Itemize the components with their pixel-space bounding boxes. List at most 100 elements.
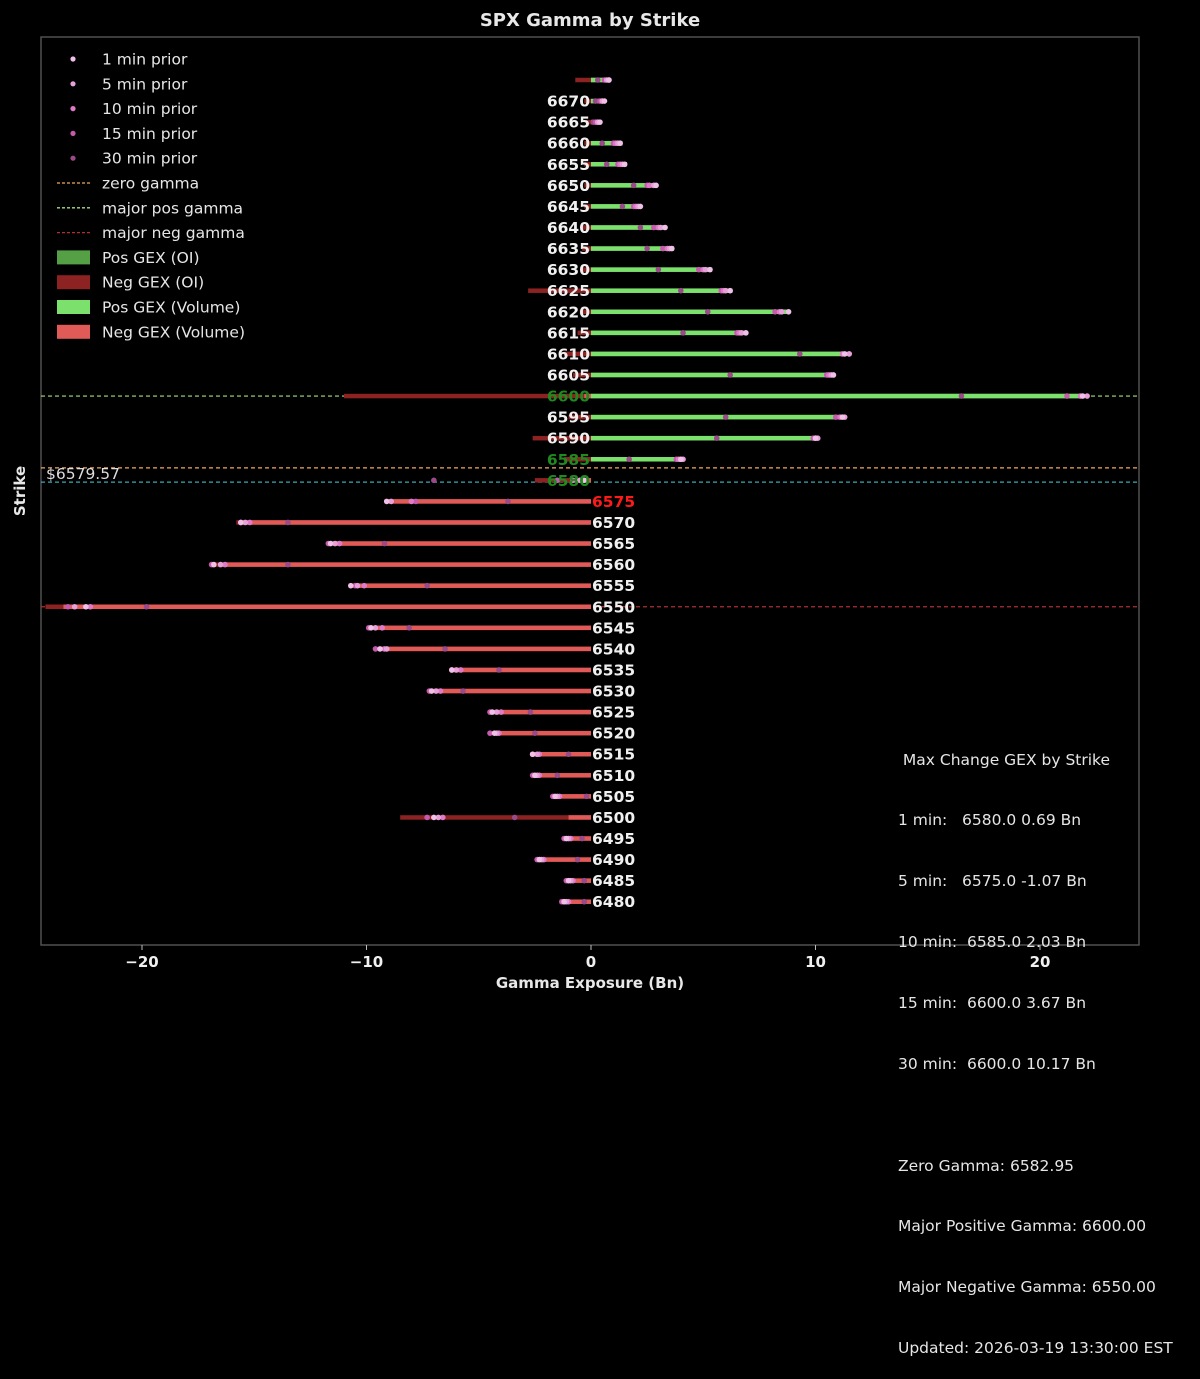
prior-marker — [785, 308, 792, 315]
legend-entry: 30 min prior — [70, 150, 198, 168]
prior-marker — [435, 814, 442, 821]
strike-label: 6665 — [547, 114, 590, 132]
gex-bar — [575, 77, 591, 83]
prior-marker — [381, 540, 388, 547]
gex-bar — [591, 372, 834, 378]
prior-marker — [498, 709, 505, 715]
gex-bar — [579, 309, 591, 315]
strike-label: 6650 — [547, 177, 590, 195]
legend-entry: 1 min prior — [70, 51, 188, 69]
prior-marker — [489, 709, 496, 715]
gex-bar — [541, 857, 591, 862]
prior-marker — [722, 287, 729, 294]
strike-label: 6640 — [547, 219, 590, 237]
prior-marker — [237, 519, 244, 526]
prior-marker — [630, 182, 637, 189]
prior-marker — [637, 224, 644, 231]
gex-bar — [63, 604, 592, 609]
info-line: Updated: 2026-03-19 13:30:00 EST — [898, 1339, 1173, 1358]
gex-bar — [557, 794, 591, 799]
prior-marker — [581, 477, 588, 484]
prior-marker — [87, 603, 94, 610]
strike-label: 6490 — [592, 851, 635, 869]
prior-marker — [383, 498, 390, 505]
prior-marker — [433, 688, 439, 694]
prior-marker — [242, 519, 249, 526]
x-tick-label: −10 — [350, 953, 383, 971]
gex-bar — [528, 288, 591, 293]
prior-marker — [832, 414, 839, 420]
strike-label: 6510 — [592, 767, 635, 785]
y-axis-label: Strike — [11, 466, 29, 516]
strike-label: 6560 — [592, 556, 635, 574]
x-axis-label: Gamma Exposure (Bn) — [496, 974, 684, 992]
strike-label: 6485 — [592, 872, 635, 890]
gex-bar — [373, 625, 591, 631]
gex-bar — [591, 351, 845, 357]
prior-marker — [743, 330, 749, 336]
gex-bar — [591, 204, 639, 209]
strike-label: 6595 — [547, 409, 590, 427]
strike-label: 6555 — [592, 577, 635, 595]
gex-bar — [400, 815, 591, 820]
strike-label: 6550 — [592, 598, 635, 616]
prior-marker — [428, 688, 435, 694]
strike-label: 6565 — [592, 535, 635, 553]
prior-marker — [846, 351, 852, 357]
gex-bar — [332, 541, 591, 546]
plot-frame — [40, 36, 1140, 946]
gex-bar — [591, 183, 654, 188]
prior-marker — [332, 540, 338, 547]
prior-marker — [511, 814, 518, 821]
prior-marker — [431, 814, 437, 821]
legend-patch — [57, 275, 90, 290]
legend-entry: major neg gamma — [57, 224, 245, 242]
prior-marker — [1084, 393, 1090, 399]
prior-marker — [601, 98, 608, 104]
prior-marker — [534, 751, 540, 758]
gex-bar — [584, 204, 591, 209]
strike-label: 6655 — [547, 156, 590, 174]
prior-marker — [554, 477, 561, 484]
strike-label: 6545 — [592, 619, 635, 637]
prior-marker — [695, 266, 702, 273]
prior-marker — [449, 667, 455, 673]
prior-marker — [722, 414, 729, 420]
strike-label: 6635 — [547, 240, 590, 258]
legend-patch — [57, 250, 90, 265]
prior-marker — [958, 393, 965, 399]
prior-marker — [496, 667, 502, 673]
gex-bar — [591, 246, 675, 251]
legend-label: major pos gamma — [102, 199, 243, 217]
prior-marker — [597, 119, 603, 125]
prior-marker — [460, 688, 466, 694]
legend-label: major neg gamma — [102, 224, 245, 242]
gex-bar — [591, 309, 787, 315]
gex-bar — [591, 330, 744, 336]
prior-marker — [442, 646, 448, 652]
prior-marker — [619, 203, 626, 210]
strike-label: 6600 — [547, 388, 590, 406]
gex-bar — [584, 393, 591, 399]
prior-marker — [285, 519, 291, 526]
gex-bar — [591, 225, 666, 230]
gex-bar — [591, 435, 816, 441]
strike-label: 6610 — [547, 345, 590, 363]
prior-marker — [536, 856, 543, 863]
strike-label: 6525 — [592, 704, 635, 722]
prior-marker — [594, 77, 601, 83]
prior-marker — [579, 835, 585, 842]
prior-marker — [581, 898, 588, 905]
prior-marker — [707, 266, 713, 273]
x-tick-label: 0 — [586, 953, 596, 971]
strike-label: 6580 — [547, 472, 590, 490]
prior-marker — [704, 308, 711, 315]
gex-bar — [577, 330, 591, 336]
gex-bar — [344, 393, 591, 399]
prior-marker — [388, 498, 394, 505]
legend-label: Pos GEX (Volume) — [102, 299, 240, 317]
gex-bar — [584, 183, 591, 188]
prior-marker — [552, 793, 558, 800]
prior-marker — [565, 877, 572, 884]
gex-bar — [568, 414, 591, 420]
